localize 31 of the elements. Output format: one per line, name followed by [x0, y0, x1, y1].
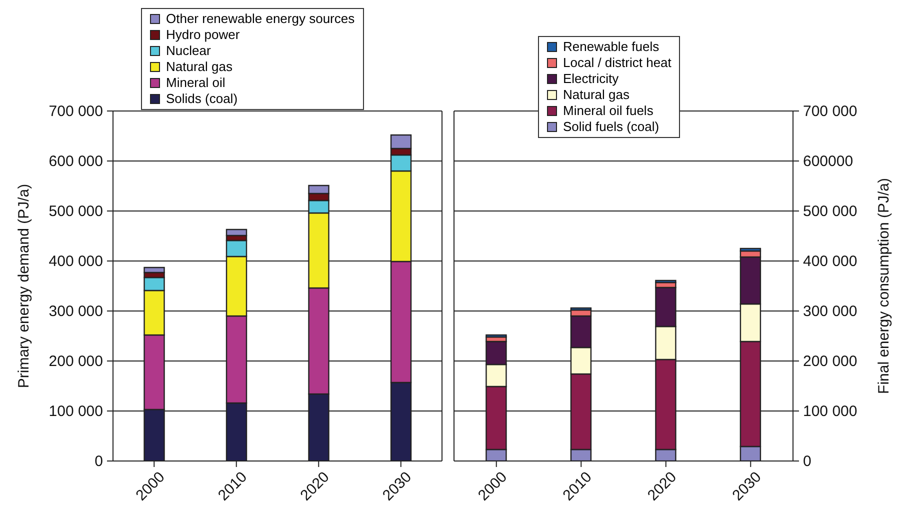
y-tick-label: 300 000 [48, 303, 103, 320]
y-tick-label: 100 000 [48, 403, 103, 420]
legend-label: Solids (coal) [166, 91, 238, 107]
legend-label: Hydro power [166, 27, 240, 43]
y2-tick-label: 200 000 [803, 353, 858, 370]
legend-label: Renewable fuels [563, 39, 660, 55]
y-axis-title: Primary energy demand (PJ/a) [15, 184, 32, 388]
legend-label: Nuclear [166, 43, 211, 59]
y2-tick-label: 100 000 [803, 403, 858, 420]
legend-label: Solid fuels (coal) [563, 119, 660, 135]
y2-tick-label: 400 000 [803, 253, 858, 270]
y-tick-label: 400 000 [48, 253, 103, 270]
y2-tick-label: 500 000 [803, 203, 858, 220]
y2-tick-label: 700 000 [803, 103, 858, 120]
y2-tick-label: 600000 [803, 153, 854, 170]
legend-label: Mineral oil [166, 75, 226, 91]
legend-label: Mineral oil fuels [563, 103, 654, 119]
legend-label: Other renewable energy sources [166, 11, 355, 27]
y2-tick-label: 0 [803, 453, 812, 470]
legend-label: Electricity [563, 71, 619, 87]
y2-axis-title: Final energy consumption (PJ/a) [875, 178, 892, 394]
legend-label: Natural gas [166, 59, 232, 75]
y-tick-label: 700 000 [48, 103, 103, 120]
legend-label: Local / district heat [563, 55, 672, 71]
y-tick-label: 200 000 [48, 353, 103, 370]
legend-label: Natural gas [563, 87, 630, 103]
y2-tick-label: 300 000 [803, 303, 858, 320]
bar [486, 334, 507, 338]
y-tick-label: 0 [94, 453, 103, 470]
y-tick-label: 500 000 [48, 203, 103, 220]
y-tick-label: 600 000 [48, 153, 103, 170]
